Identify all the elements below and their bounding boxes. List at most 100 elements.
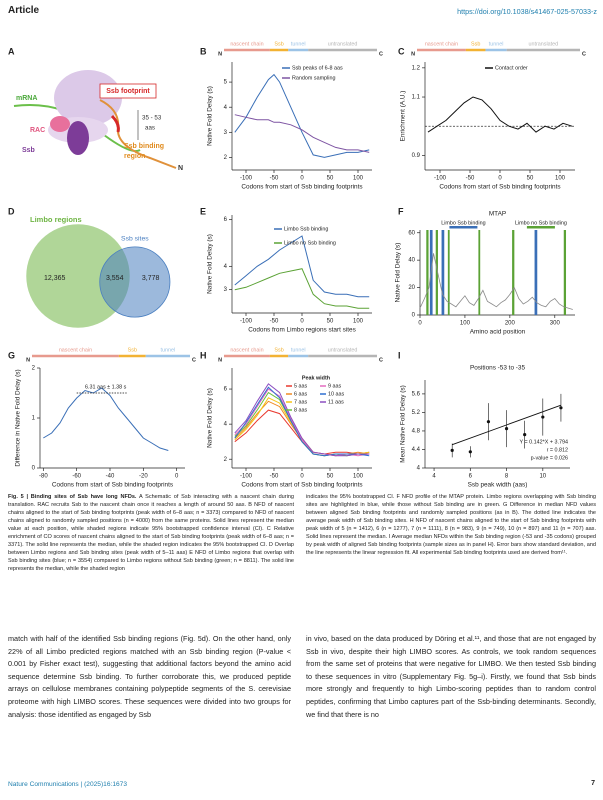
x-tick-label: 8 xyxy=(505,474,509,480)
track-label: tunnel xyxy=(291,347,306,353)
y-tick-label: 4.4 xyxy=(412,447,421,453)
track-end: N xyxy=(26,357,30,363)
series-line xyxy=(234,386,370,457)
region xyxy=(447,230,450,315)
series-line xyxy=(234,268,370,309)
panel-letter: F xyxy=(398,206,404,216)
schematic-label: Ssb xyxy=(22,147,35,154)
annotation: 6.31 aas ± 1.38 s xyxy=(85,384,127,390)
y-tick-label: 0.9 xyxy=(412,153,421,159)
point xyxy=(486,420,491,424)
chart-title: Positions -53 to -35 xyxy=(470,365,526,372)
legend-label: 8 aas xyxy=(294,407,307,413)
x-tick-label: -100 xyxy=(434,176,447,182)
x-axis-label: Codons from start of Ssb binding footpri… xyxy=(52,482,173,489)
y-tick-label: 6 xyxy=(224,387,228,393)
legend-title: Peak width xyxy=(302,375,330,381)
series-line xyxy=(43,387,169,451)
body-text-left: match with half of the identified Ssb bi… xyxy=(8,634,291,719)
region xyxy=(441,230,445,315)
y-tick-label: 4.8 xyxy=(412,429,421,435)
x-tick-label: 100 xyxy=(460,321,471,327)
track-end: C xyxy=(192,357,196,363)
x-tick-label: 100 xyxy=(353,474,364,480)
series-line xyxy=(234,114,370,153)
x-tick-label: 0 xyxy=(175,474,179,480)
schematic-label: N xyxy=(178,165,183,172)
y-axis-label: Native Fold Delay (s) xyxy=(207,388,214,448)
body-text-right: in vivo, based on the data produced by D… xyxy=(306,634,596,719)
y-tick-label: 4 xyxy=(417,466,421,472)
y-tick-label: 0 xyxy=(32,466,36,472)
y-axis-label: Native Fold Delay (s) xyxy=(207,234,214,294)
track-label: tunnel xyxy=(291,41,306,47)
y-tick-label: 4 xyxy=(224,264,228,270)
footprint-segment xyxy=(110,114,120,133)
region xyxy=(563,230,567,315)
track-label: nascent chain xyxy=(230,41,263,47)
y-tick-label: 4 xyxy=(224,105,228,111)
x-tick-label: -60 xyxy=(72,474,81,480)
y-tick-label: 6 xyxy=(224,217,228,223)
x-axis-label: Codons from start of Ssb binding footpri… xyxy=(241,184,362,191)
panel-letter: G xyxy=(8,350,15,360)
x-tick-label: 4 xyxy=(432,474,436,480)
track-end: C xyxy=(582,51,586,57)
point xyxy=(450,448,454,452)
x-axis-label: Ssb peak width (aas) xyxy=(468,482,528,489)
caption-right: indicates the 95% bootstrapped CI. F NFD… xyxy=(306,493,596,557)
y-tick-label: 5 xyxy=(224,80,228,86)
y-axis-label: Mean Native Fold Delay (s) xyxy=(400,385,407,462)
schematic-label: aas xyxy=(145,125,155,132)
track-end: N xyxy=(218,51,222,57)
y-axis-label: Enrichment (A.U.) xyxy=(400,91,407,142)
y-tick-label: 60 xyxy=(408,230,415,236)
footprint-box xyxy=(99,83,157,99)
legend-swatch xyxy=(449,226,478,229)
footer-journal: Nature Communications | (2025)16:1673 xyxy=(8,781,127,788)
ssb xyxy=(67,121,89,155)
region xyxy=(512,230,515,315)
x-tick-label: 0 xyxy=(418,321,422,327)
y-tick-label: 2 xyxy=(32,366,36,372)
y-tick-label: 4 xyxy=(224,422,228,428)
legend-label: 9 aas xyxy=(328,383,341,389)
annotation: p-value = 0.026 xyxy=(531,455,568,461)
x-tick-label: 50 xyxy=(327,319,334,325)
track-label: Ssb xyxy=(471,41,480,47)
y-axis-label: Native Fold Delay (s) xyxy=(395,243,402,303)
x-tick-label: -40 xyxy=(106,474,115,480)
track-label: nascent chain xyxy=(425,41,458,47)
x-tick-label: 0 xyxy=(300,474,304,480)
legend-label: 5 aas xyxy=(294,383,307,389)
venn-count: 3,554 xyxy=(106,275,124,282)
y-tick-label: 20 xyxy=(408,285,415,291)
legend-swatch xyxy=(526,226,555,229)
x-tick-label: 100 xyxy=(353,176,364,182)
legend-label: Contact order xyxy=(495,65,528,71)
y-tick-label: 1.1 xyxy=(412,95,421,101)
x-tick-label: -50 xyxy=(270,474,279,480)
schematic-label: region xyxy=(124,153,145,160)
schematic-label: Ssb binding xyxy=(124,143,164,150)
x-tick-label: -100 xyxy=(240,176,253,182)
x-tick-label: 6 xyxy=(469,474,473,480)
panel-letter: I xyxy=(398,350,401,360)
doi-link[interactable]: https://doi.org/10.1038/s41467-025-57033… xyxy=(457,7,597,16)
track-label: Ssb xyxy=(274,347,283,353)
y-tick-label: 1.2 xyxy=(412,65,421,71)
y-tick-label: 40 xyxy=(408,258,415,264)
x-tick-label: 0 xyxy=(498,176,502,182)
rac xyxy=(50,116,70,132)
panel-letter: A xyxy=(8,46,15,56)
region xyxy=(478,230,481,315)
legend-label: Limbo no Ssb binding xyxy=(284,240,336,246)
region xyxy=(534,230,538,315)
point xyxy=(541,415,545,419)
x-tick-label: 0 xyxy=(300,319,304,325)
schematic-label: 35 - 53 xyxy=(142,115,162,122)
track-end: C xyxy=(379,51,383,57)
series-line xyxy=(234,73,370,158)
x-axis-label: Amino acid position xyxy=(470,329,526,336)
